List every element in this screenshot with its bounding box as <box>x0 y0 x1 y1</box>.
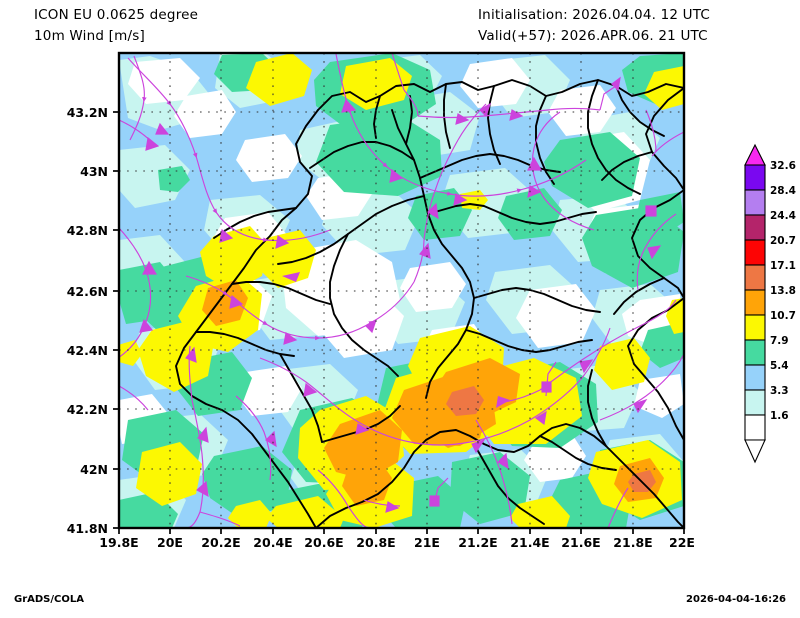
svg-text:20E: 20E <box>157 535 183 550</box>
svg-text:13.8: 13.8 <box>770 285 796 297</box>
generation-timestamp: 2026-04-04-16:26 <box>686 594 786 605</box>
svg-text:21E: 21E <box>414 535 440 550</box>
svg-text:21.4E: 21.4E <box>510 535 549 550</box>
svg-text:21.2E: 21.2E <box>458 535 497 550</box>
svg-text:19.8E: 19.8E <box>99 535 138 550</box>
svg-text:20.2E: 20.2E <box>201 535 240 550</box>
map-gridlines <box>119 53 684 528</box>
svg-text:1.6: 1.6 <box>770 410 789 422</box>
svg-text:21.6E: 21.6E <box>561 535 600 550</box>
svg-text:42.2N: 42.2N <box>67 402 108 417</box>
svg-text:42.6N: 42.6N <box>67 284 108 299</box>
svg-text:42N: 42N <box>80 462 108 477</box>
map-figure: 19.8E 20E 20.2E 20.4E 20.6E 20.8E 21E 21… <box>67 51 796 550</box>
svg-text:20.4E: 20.4E <box>253 535 292 550</box>
svg-text:3.3: 3.3 <box>770 385 789 397</box>
initialisation-label: Initialisation: 2026.04.04. 12 UTC <box>478 7 711 23</box>
svg-text:42.8N: 42.8N <box>67 223 108 238</box>
credit-label: GrADS/COLA <box>14 594 84 605</box>
svg-text:10.7: 10.7 <box>770 310 796 322</box>
svg-text:43N: 43N <box>80 164 108 179</box>
svg-text:7.9: 7.9 <box>770 335 789 347</box>
svg-text:20.7: 20.7 <box>770 235 796 247</box>
svg-text:17.1: 17.1 <box>770 260 796 272</box>
colorbar: 32.6 28.4 24.4 20.7 17.1 13.8 10.7 7.9 5… <box>744 143 796 464</box>
svg-text:43.2N: 43.2N <box>67 105 108 120</box>
svg-text:32.6: 32.6 <box>770 160 796 172</box>
svg-text:20.8E: 20.8E <box>356 535 395 550</box>
wind-streamlines <box>119 53 684 528</box>
svg-text:5.4: 5.4 <box>770 360 789 372</box>
x-axis-tick-labels: 19.8E 20E 20.2E 20.4E 20.6E 20.8E 21E 21… <box>99 535 695 550</box>
y-axis-tick-labels: 41.8N 42N 42.2N 42.4N 42.6N 42.8N 43N 43… <box>67 105 108 536</box>
svg-text:42.4N: 42.4N <box>67 343 108 358</box>
svg-text:28.4: 28.4 <box>770 185 796 197</box>
wind-speed-field <box>119 53 684 528</box>
valid-time-label: Valid(+57): 2026.APR.06. 21 UTC <box>478 28 708 44</box>
model-title: ICON EU 0.0625 degree <box>34 7 199 23</box>
svg-text:21.8E: 21.8E <box>613 535 652 550</box>
axis-ticks <box>113 111 685 534</box>
svg-text:41.8N: 41.8N <box>67 521 108 536</box>
svg-text:20.6E: 20.6E <box>304 535 343 550</box>
svg-text:22E: 22E <box>669 535 695 550</box>
svg-text:24.4: 24.4 <box>770 210 796 222</box>
variable-title: 10m Wind [m/s] <box>34 28 145 44</box>
